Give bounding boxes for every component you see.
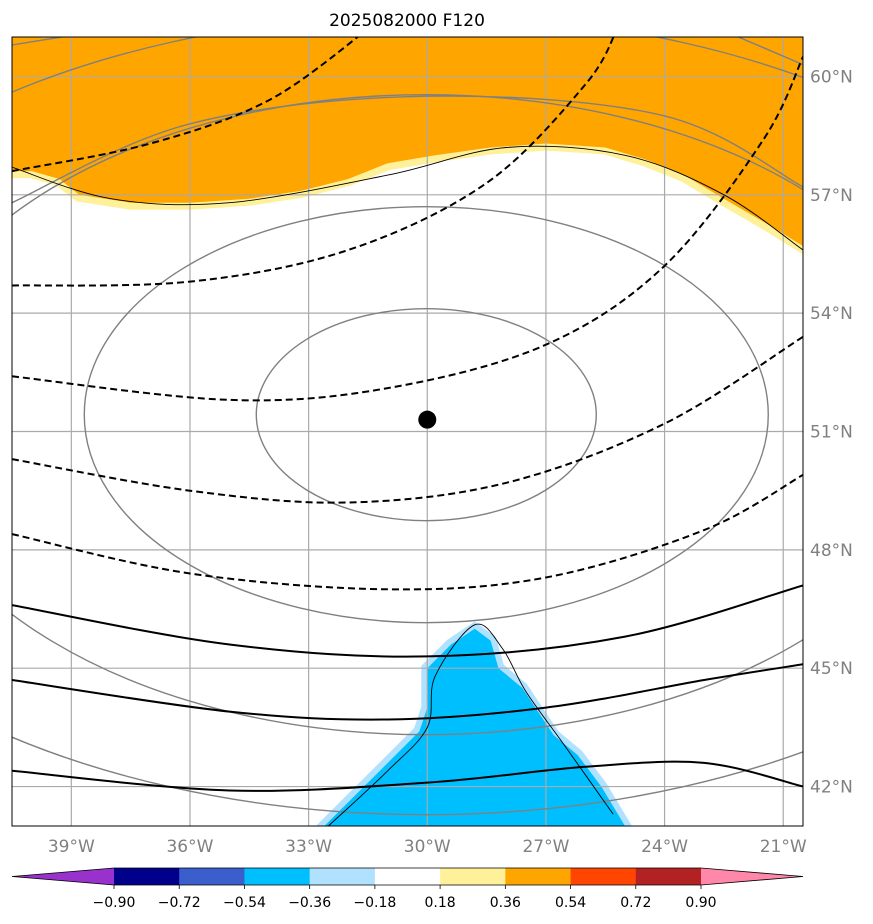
solid-contour: [12, 760, 803, 792]
colorbar-box: [635, 868, 702, 885]
lon-label: 27°W: [522, 837, 569, 857]
lon-label: 36°W: [166, 837, 213, 857]
colorbar-box: [374, 868, 441, 885]
positive-outline: [12, 145, 803, 251]
dashed-contour: [12, 474, 803, 591]
gray-contours: [12, 37, 803, 816]
colorbar-label: −0.36: [288, 895, 331, 911]
colorbar-tick-labels: −0.90 −0.72 −0.54 −0.36 −0.18 0.18 0.36 0.54 0.7…: [93, 885, 717, 911]
lon-label: 39°W: [48, 837, 95, 857]
gray-contour: [12, 94, 803, 736]
colorbar-label: 0.36: [490, 895, 521, 911]
chart-title: 2025082000 F120: [329, 11, 485, 31]
colorbar-box: [179, 868, 245, 885]
colorbar-box: [570, 868, 637, 885]
colorbar-label: 0.72: [620, 895, 651, 911]
lat-label: 48°N: [810, 541, 853, 561]
colorbar-label: −0.90: [93, 895, 136, 911]
lat-label: 51°N: [810, 423, 853, 443]
filled-contours: [12, 37, 803, 826]
gray-contour: [12, 37, 803, 816]
lon-label: 21°W: [760, 837, 807, 857]
dashed-contour: [12, 37, 615, 287]
lon-tick-labels: 39°W 36°W 33°W 30°W 27°W 24°W 21°W: [48, 837, 807, 857]
gray-contour: [12, 95, 803, 204]
lat-label: 54°N: [810, 304, 853, 324]
lat-label: 45°N: [810, 659, 853, 679]
lon-label: 33°W: [285, 837, 332, 857]
colorbar-box: [114, 868, 180, 885]
lon-label: 30°W: [404, 837, 451, 857]
gray-contour: [255, 307, 597, 522]
colorbar-box: [244, 868, 311, 885]
positive-region: [12, 37, 803, 247]
lat-tick-labels: 42°N 45°N 48°N 51°N 54°N 57°N 60°N: [810, 67, 853, 797]
gray-contour: [12, 37, 66, 46]
negative-outline: [328, 623, 614, 826]
dashed-contour: [12, 335, 803, 504]
solid-contours: [12, 584, 803, 826]
colorbar: [11, 867, 804, 886]
negative-region: [324, 628, 625, 826]
center-dot: [418, 410, 437, 429]
dashed-contours: [12, 37, 803, 591]
dashed-contour: [12, 37, 360, 173]
colorbar-extend-high: [701, 868, 803, 885]
solid-contour: [12, 584, 803, 658]
lat-label: 57°N: [810, 186, 853, 206]
gridlines: [12, 37, 803, 826]
colorbar-label: −0.18: [353, 895, 396, 911]
gray-contour: [83, 205, 769, 624]
colorbar-box: [309, 868, 376, 885]
lon-label: 24°W: [641, 837, 688, 857]
lat-label: 42°N: [810, 778, 853, 798]
lat-label: 60°N: [810, 67, 853, 87]
colorbar-label: −0.72: [158, 895, 201, 911]
center-marker: [418, 410, 437, 429]
colorbar-label: −0.54: [223, 895, 266, 911]
map-area: [12, 37, 803, 826]
gray-contour: [736, 37, 803, 66]
colorbar-box: [440, 868, 506, 885]
colorbar-label: 0.54: [555, 895, 586, 911]
colorbar-label: 0.18: [425, 895, 456, 911]
solid-contour: [12, 663, 803, 721]
dashed-contour: [12, 56, 803, 402]
colorbar-extend-low: [12, 868, 114, 885]
colorbar-box: [505, 868, 572, 885]
map-frame: [11, 36, 804, 827]
colorbar-label: 0.90: [685, 895, 716, 911]
